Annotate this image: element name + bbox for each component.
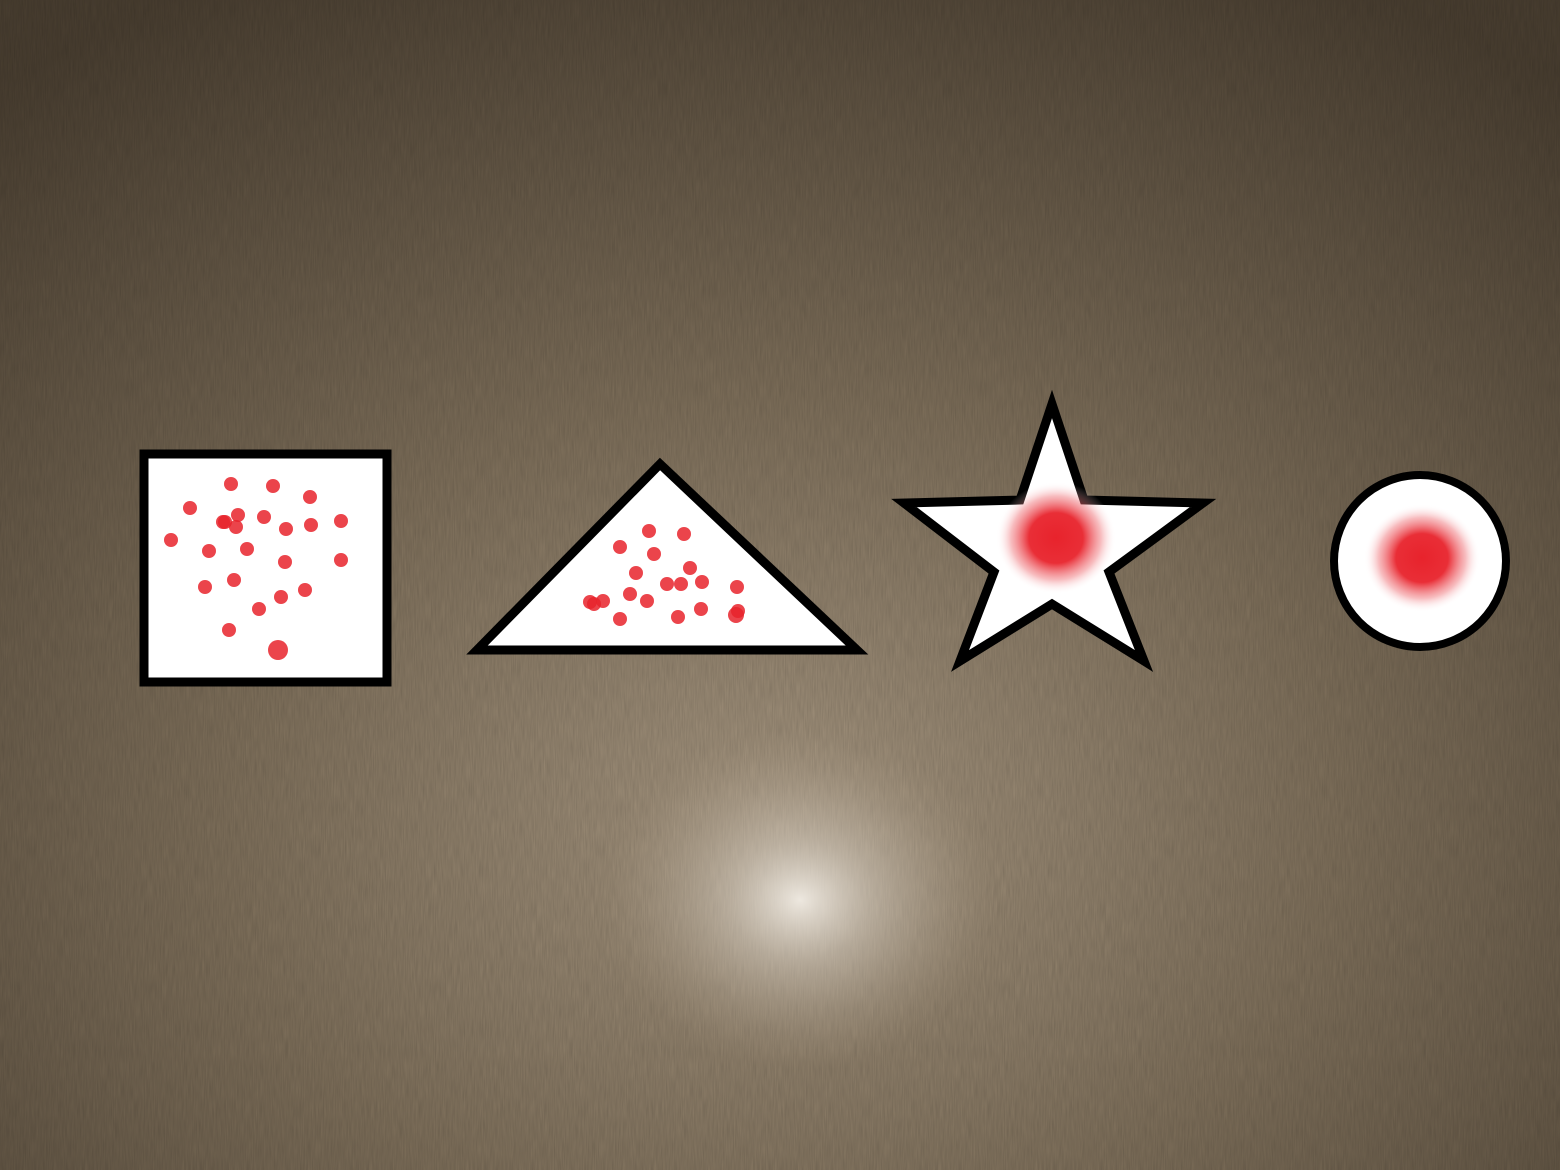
square-dot: [257, 510, 271, 524]
triangle-dot: [695, 575, 709, 589]
square-dot: [224, 477, 238, 491]
square-dot: [334, 514, 348, 528]
square-dot: [252, 602, 266, 616]
square-dot: [164, 533, 178, 547]
square-dot: [227, 573, 241, 587]
square-dot: [334, 553, 348, 567]
square-dot: [222, 623, 236, 637]
triangle-dot: [730, 580, 744, 594]
triangle-dot: [660, 577, 674, 591]
circle-shape: [1330, 471, 1510, 651]
square-dot: [279, 522, 293, 536]
square-dot: [216, 515, 230, 529]
square-dots: [164, 477, 348, 660]
triangle-dot: [674, 577, 688, 591]
triangle-dot: [683, 561, 697, 575]
light-reflection: [600, 730, 1000, 1070]
triangle-dot: [694, 602, 708, 616]
square-dot: [198, 580, 212, 594]
triangle-dot: [623, 587, 637, 601]
triangle-dot: [613, 540, 627, 554]
square-dot: [240, 542, 254, 556]
triangle-dot: [629, 566, 643, 580]
square-dot: [183, 501, 197, 515]
triangle-dot: [642, 524, 656, 538]
square-dot: [298, 583, 312, 597]
square-dot: [304, 518, 318, 532]
triangle-dot: [677, 527, 691, 541]
square-dot: [268, 640, 288, 660]
triangle-dots: [583, 524, 745, 626]
square-shape: [139, 449, 392, 687]
triangle-dot: [587, 597, 601, 611]
triangle-shape: [466, 457, 869, 655]
star-blur-spot: [996, 482, 1116, 594]
square-dot: [229, 520, 243, 534]
triangle-dot: [640, 594, 654, 608]
triangle-dot: [731, 604, 745, 618]
circle-blur-spot: [1364, 504, 1480, 612]
square-dot: [231, 508, 245, 522]
star-shape: [891, 389, 1217, 672]
square-dot: [266, 479, 280, 493]
triangle-dot: [613, 612, 627, 626]
square-dot: [303, 490, 317, 504]
triangle-dot: [671, 610, 685, 624]
square-dot: [202, 544, 216, 558]
triangle-dot: [647, 547, 661, 561]
square-dot: [278, 555, 292, 569]
square-dot: [274, 590, 288, 604]
